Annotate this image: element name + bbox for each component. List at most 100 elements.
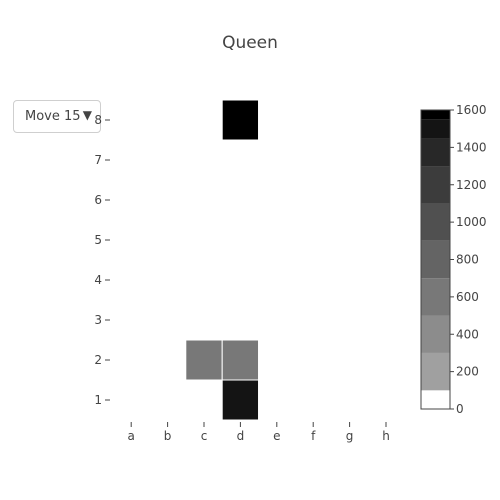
colorbar-tick-label-400: 400: [456, 327, 479, 341]
colorbar-tick-label-200: 200: [456, 365, 479, 379]
x-tick-label-e: e: [273, 429, 280, 443]
colorbar-band-1: [421, 352, 450, 391]
heatmap-cell-d2: [221, 339, 260, 381]
heatmap-cell-b5: [148, 219, 187, 261]
heatmap-cell-g6: [330, 179, 369, 221]
colorbar-tick-label-0: 0: [456, 402, 464, 416]
move-select-label: Move 15: [25, 109, 81, 124]
heatmap-cell-a4: [112, 259, 150, 301]
heatmap-cell-c2: [185, 339, 223, 381]
colorbar-band-0: [421, 390, 450, 409]
heatmap-cell-a5: [112, 219, 150, 261]
heatmap-cell-b1: [148, 379, 187, 421]
heatmap-cell-d8: [221, 99, 260, 141]
x-tick-label-d: d: [237, 429, 245, 443]
heatmap-cell-c7: [185, 139, 223, 181]
heatmap-cell-a3: [112, 299, 150, 341]
heatmap-cell-g1: [330, 379, 369, 421]
x-tick-label-h: h: [382, 429, 390, 443]
heatmap-cell-f4: [294, 259, 332, 301]
heatmap-cell-f3: [294, 299, 332, 341]
heatmap-cell-h6: [367, 179, 405, 221]
colorbar-band-5: [421, 203, 450, 241]
heatmap-cell-g7: [330, 139, 369, 181]
colorbar-tick-label-800: 800: [456, 253, 479, 267]
heatmap-cell-h4: [367, 259, 405, 301]
heatmap-cell-g4: [330, 259, 369, 301]
x-tick-label-c: c: [201, 429, 208, 443]
heatmap-cell-f7: [294, 139, 332, 181]
heatmap-cell-h1: [367, 379, 405, 421]
x-tick-label-b: b: [164, 429, 172, 443]
colorbar-band-3: [421, 278, 450, 316]
heatmap-cell-h3: [367, 299, 405, 341]
y-tick-label-3: 3: [94, 313, 102, 327]
heatmap-cell-h7: [367, 139, 405, 181]
heatmap-cell-c6: [185, 179, 223, 221]
heatmap-cell-a1: [112, 379, 150, 421]
heatmap-cell-d3: [221, 299, 260, 341]
heatmap-cell-a7: [112, 139, 150, 181]
heatmap-cell-f2: [294, 339, 332, 381]
heatmap-cell-d6: [221, 179, 260, 221]
heatmap-cell-c8: [185, 99, 223, 141]
heatmap-cell-e2: [258, 339, 296, 381]
colorbar-tick-label-1600: 1600: [456, 103, 487, 117]
heatmap-cell-d4: [221, 259, 260, 301]
heatmap-cell-e1: [258, 379, 296, 421]
heatmap-cell-c3: [185, 299, 223, 341]
y-tick-label-5: 5: [94, 233, 102, 247]
heatmap-cell-d5: [221, 219, 260, 261]
heatmap-cell-e7: [258, 139, 296, 181]
heatmap-cell-d1: [221, 379, 260, 421]
heatmap-cell-a8: [112, 99, 150, 141]
y-tick-label-7: 7: [94, 153, 102, 167]
heatmap-cell-c5: [185, 219, 223, 261]
colorbar-band-6: [421, 166, 450, 204]
colorbar-tick-label-1200: 1200: [456, 178, 487, 192]
heatmap-cell-e6: [258, 179, 296, 221]
heatmap-cell-a6: [112, 179, 150, 221]
x-tick-label-a: a: [128, 429, 135, 443]
x-tick-label-f: f: [311, 429, 316, 443]
colorbar-band-8: [421, 119, 450, 139]
heatmap-cell-f6: [294, 179, 332, 221]
colorbar-band-4: [421, 240, 450, 279]
heatmap-cell-e4: [258, 259, 296, 301]
heatmap-cell-d7: [221, 139, 260, 181]
y-tick-label-8: 8: [94, 113, 102, 127]
heatmap-cell-b4: [148, 259, 187, 301]
heatmap-cell-a2: [112, 339, 150, 381]
heatmap-cell-g2: [330, 339, 369, 381]
x-tick-label-g: g: [346, 429, 354, 443]
heatmap-cell-b7: [148, 139, 187, 181]
heatmap-cell-b6: [148, 179, 187, 221]
heatmap-cell-b8: [148, 99, 187, 141]
heatmap-cell-c4: [185, 259, 223, 301]
colorbar-band-2: [421, 315, 450, 353]
heatmap-cell-b3: [148, 299, 187, 341]
heatmap-cell-f1: [294, 379, 332, 421]
heatmap-cell-h8: [367, 99, 405, 141]
heatmap-cell-g8: [330, 99, 369, 141]
heatmap-cell-b2: [148, 339, 187, 381]
colorbar-tick-label-1000: 1000: [456, 215, 487, 229]
y-tick-label-4: 4: [94, 273, 102, 287]
heatmap-cell-e5: [258, 219, 296, 261]
heatmap-cell-f8: [294, 99, 332, 141]
colorbar-tick-label-600: 600: [456, 290, 479, 304]
colorbar-tick-label-1400: 1400: [456, 140, 487, 154]
heatmap-cell-e8: [258, 99, 296, 141]
heatmap-cell-g5: [330, 219, 369, 261]
move-select-dropdown[interactable]: Move 15 ▼: [13, 100, 101, 133]
y-tick-label-2: 2: [94, 353, 102, 367]
chart-title: Queen: [222, 33, 278, 53]
y-tick-label-1: 1: [94, 393, 102, 407]
colorbar-band-9: [421, 110, 450, 120]
heatmap-cell-c1: [185, 379, 223, 421]
y-tick-label-6: 6: [94, 193, 102, 207]
dropdown-arrow-icon: ▼: [82, 108, 92, 122]
colorbar-band-7: [421, 138, 450, 167]
heatmap-cell-g3: [330, 299, 369, 341]
